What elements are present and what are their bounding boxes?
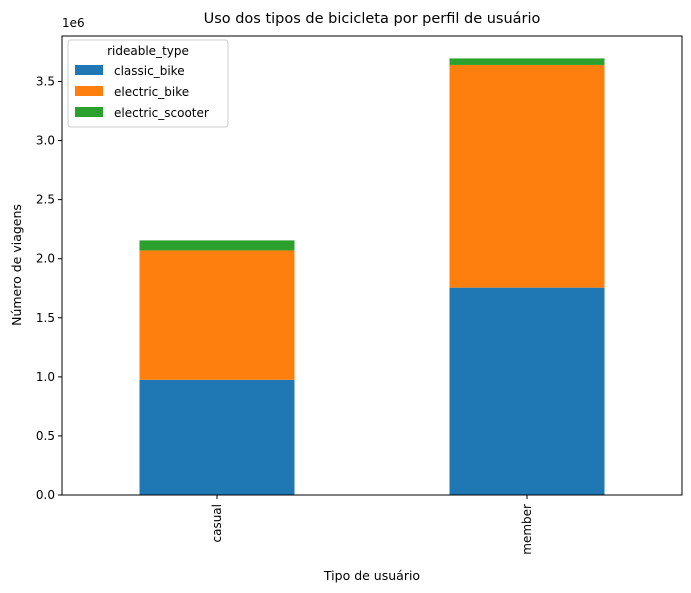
- bar-member-classic_bike: [449, 287, 605, 495]
- legend-swatch-electric_bike: [75, 86, 103, 96]
- bar-casual-electric_bike: [139, 250, 295, 380]
- legend-title: rideable_type: [107, 44, 189, 58]
- y-tick-label: 2.5: [36, 193, 55, 207]
- legend-box: [67, 39, 229, 128]
- bar-casual-electric_scooter: [139, 240, 295, 251]
- legend-label-electric_bike: electric_bike: [114, 85, 189, 99]
- x-tick-label-casual: casual: [210, 504, 224, 543]
- bars: [139, 58, 605, 495]
- legend-swatch-classic_bike: [75, 65, 103, 75]
- bar-casual-classic_bike: [139, 379, 295, 495]
- legend-label-classic_bike: classic_bike: [114, 64, 185, 78]
- legend-label-electric_scooter: electric_scooter: [114, 106, 209, 120]
- bar-member-electric_bike: [449, 64, 605, 288]
- y-offset-label: 1e6: [62, 16, 85, 30]
- x-tick-label-member: member: [520, 504, 534, 555]
- bar-member-electric_scooter: [449, 58, 605, 65]
- y-tick-label: 0.5: [36, 429, 55, 443]
- y-tick-label: 3.0: [36, 134, 55, 148]
- y-tick-label: 0.0: [36, 488, 55, 502]
- y-tick-label: 2.0: [36, 252, 55, 266]
- x-axis-label: Tipo de usuário: [323, 568, 420, 583]
- legend-swatch-electric_scooter: [75, 107, 103, 117]
- y-axis-label: Número de viagens: [9, 204, 24, 326]
- chart-title: Uso dos tipos de bicicleta por perfil de…: [204, 11, 541, 27]
- x-axis: casual member: [210, 495, 534, 555]
- plot-frame: [61, 35, 683, 496]
- legend: rideable_type classic_bike electric_bikeel…: [67, 39, 229, 128]
- y-tick-label: 1.0: [36, 370, 55, 384]
- y-tick-label: 3.5: [36, 74, 55, 88]
- y-tick-label: 1.5: [36, 311, 55, 325]
- y-axis: 0.0 0.5 1.0 1.5 2.0 2.5 3.0 3.5: [36, 74, 62, 502]
